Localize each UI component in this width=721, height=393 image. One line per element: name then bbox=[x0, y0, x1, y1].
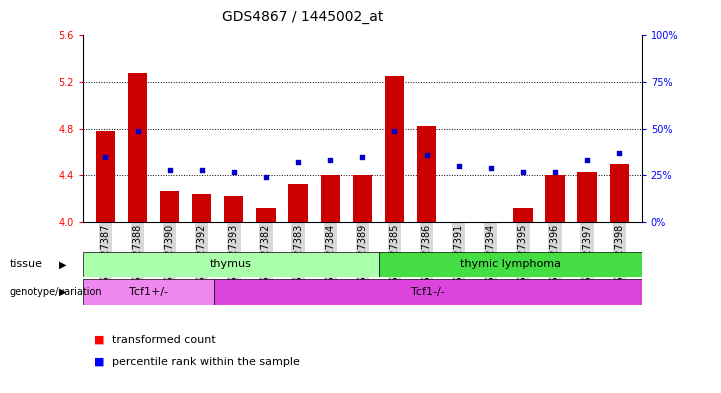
Text: thymic lymphoma: thymic lymphoma bbox=[460, 259, 561, 269]
Text: GDS4867 / 1445002_at: GDS4867 / 1445002_at bbox=[222, 10, 384, 24]
Bar bbox=[609, 164, 629, 222]
Bar bbox=[385, 76, 404, 222]
Text: ▶: ▶ bbox=[59, 259, 66, 269]
Point bbox=[453, 163, 464, 169]
Text: ■: ■ bbox=[94, 335, 105, 345]
Bar bbox=[288, 184, 308, 222]
Bar bbox=[513, 208, 533, 222]
Bar bbox=[224, 196, 244, 222]
Bar bbox=[83, 252, 379, 277]
Point bbox=[421, 152, 433, 158]
Point bbox=[196, 167, 208, 173]
Bar bbox=[545, 175, 565, 222]
Bar bbox=[192, 194, 211, 222]
Point bbox=[357, 154, 368, 160]
Bar bbox=[257, 208, 275, 222]
Point bbox=[389, 127, 400, 134]
Point bbox=[228, 169, 239, 175]
Bar bbox=[128, 73, 147, 222]
Text: percentile rank within the sample: percentile rank within the sample bbox=[112, 356, 300, 367]
Point bbox=[132, 127, 143, 134]
Bar bbox=[353, 175, 372, 222]
Bar bbox=[96, 131, 115, 222]
Point bbox=[164, 167, 175, 173]
Bar bbox=[214, 279, 642, 305]
Bar bbox=[417, 127, 436, 222]
Bar bbox=[379, 252, 642, 277]
Text: genotype/variation: genotype/variation bbox=[9, 287, 102, 297]
Point bbox=[99, 154, 111, 160]
Text: Tcf1-/-: Tcf1-/- bbox=[411, 287, 445, 297]
Point bbox=[485, 165, 497, 171]
Point bbox=[324, 157, 336, 163]
Bar bbox=[578, 172, 597, 222]
Point bbox=[292, 159, 304, 165]
Text: ■: ■ bbox=[94, 356, 105, 367]
Text: Tcf1+/-: Tcf1+/- bbox=[129, 287, 168, 297]
Point bbox=[581, 157, 593, 163]
Text: ▶: ▶ bbox=[59, 287, 66, 297]
Text: thymus: thymus bbox=[210, 259, 252, 269]
Text: transformed count: transformed count bbox=[112, 335, 216, 345]
Bar bbox=[321, 175, 340, 222]
Bar bbox=[160, 191, 180, 222]
Point bbox=[549, 169, 561, 175]
Point bbox=[517, 169, 528, 175]
Point bbox=[614, 150, 625, 156]
Bar bbox=[83, 279, 214, 305]
Text: tissue: tissue bbox=[9, 259, 43, 269]
Point bbox=[260, 174, 272, 180]
